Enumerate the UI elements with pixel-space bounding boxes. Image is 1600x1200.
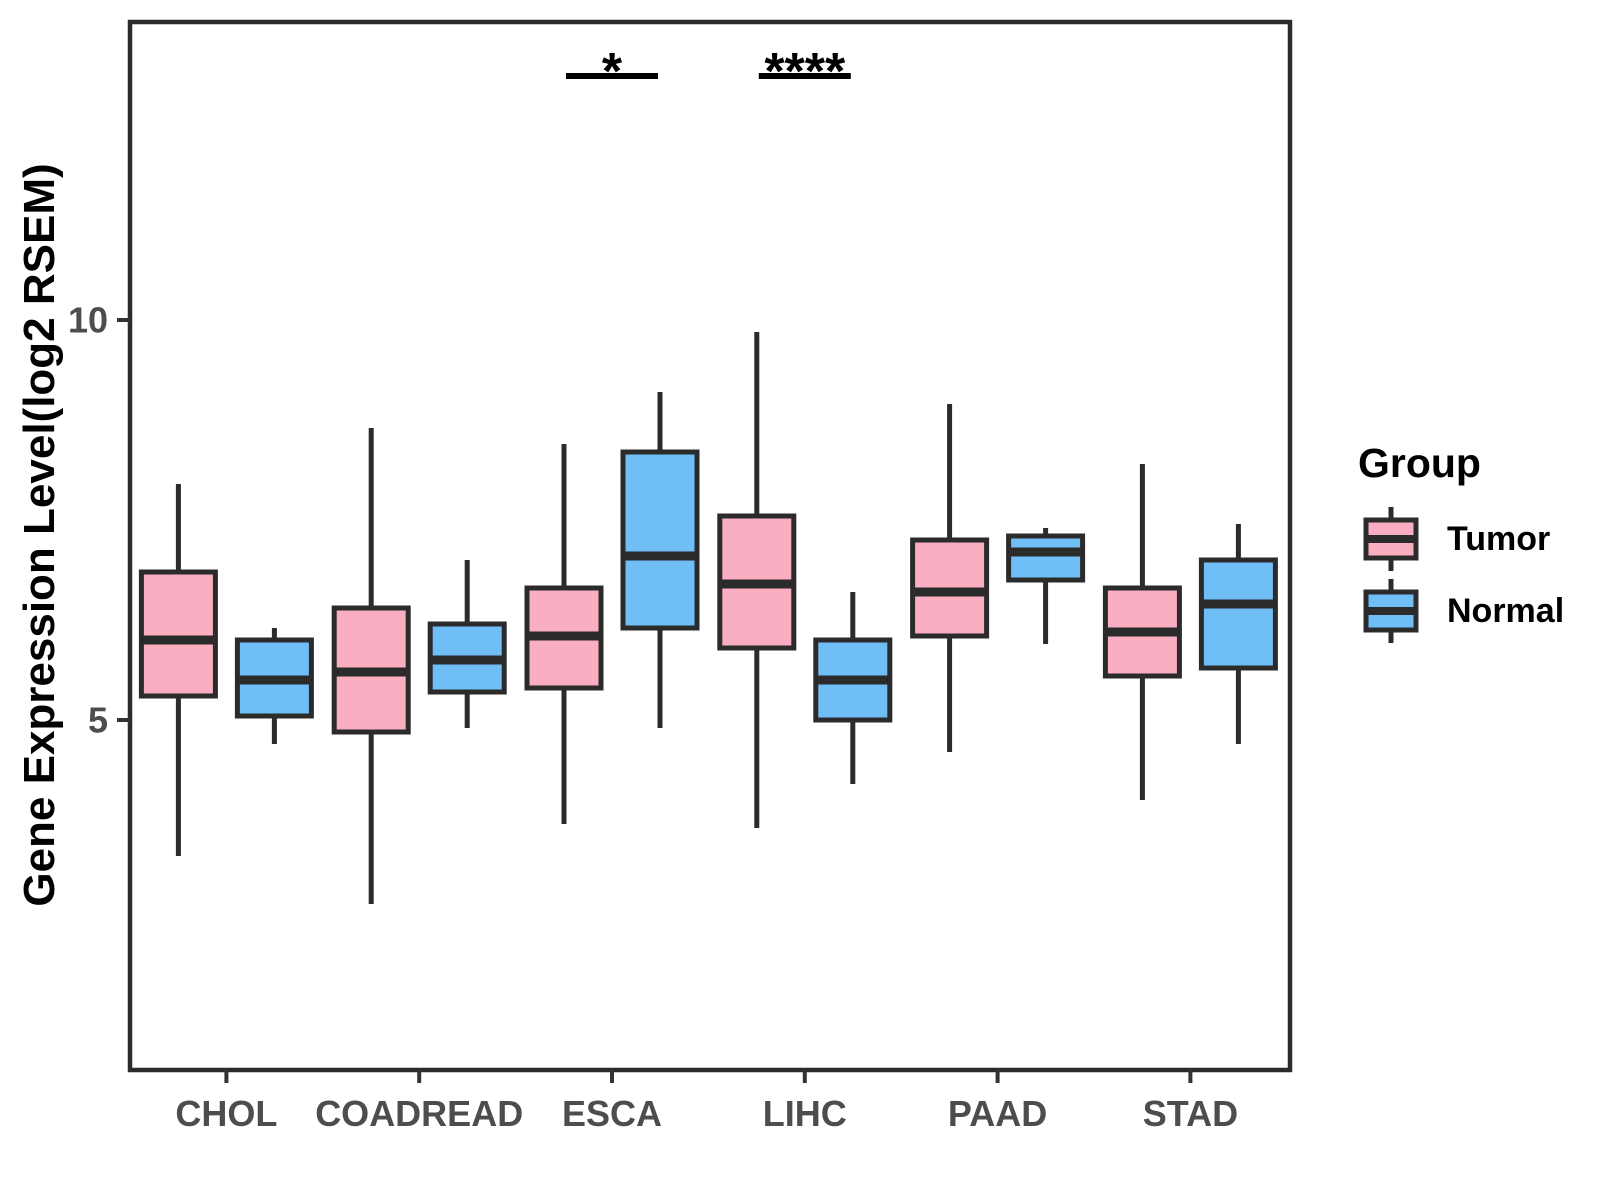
y-axis-title: Gene Expression Level(log2 RSEM)	[15, 163, 64, 907]
legend-label-tumor: Tumor	[1447, 519, 1551, 558]
legend-label-normal: Normal	[1447, 591, 1565, 630]
x-tick-label-PAAD: PAAD	[948, 1093, 1047, 1134]
box-Normal-STAD	[1198, 557, 1278, 671]
box-Normal-PAAD	[1006, 533, 1086, 583]
legend-title: Group	[1358, 440, 1481, 486]
x-tick-label-STAD: STAD	[1143, 1093, 1238, 1134]
significance-label-ESCA: *	[602, 43, 623, 101]
x-tick-label-CHOL: CHOL	[175, 1093, 277, 1134]
x-tick-label-LIHC: LIHC	[763, 1093, 847, 1134]
significance-label-LIHC: ****	[764, 43, 846, 101]
tumor-boxplot-icon	[1363, 507, 1419, 571]
legend-item-normal: Normal	[1330, 579, 1600, 643]
x-tick-label-ESCA: ESCA	[562, 1093, 662, 1134]
box-Tumor-CHOL	[138, 569, 218, 699]
x-tick-label-COADREAD: COADREAD	[315, 1093, 523, 1134]
panel-border	[127, 19, 1293, 1073]
legend-item-tumor: Tumor	[1330, 507, 1600, 571]
legend: Group Tumor Normal	[1330, 440, 1600, 651]
y-tick-label-5: 5	[88, 700, 108, 741]
y-tick-label-10: 10	[68, 300, 108, 341]
normal-boxplot-icon	[1363, 579, 1419, 643]
box-Normal-ESCA	[620, 449, 700, 631]
